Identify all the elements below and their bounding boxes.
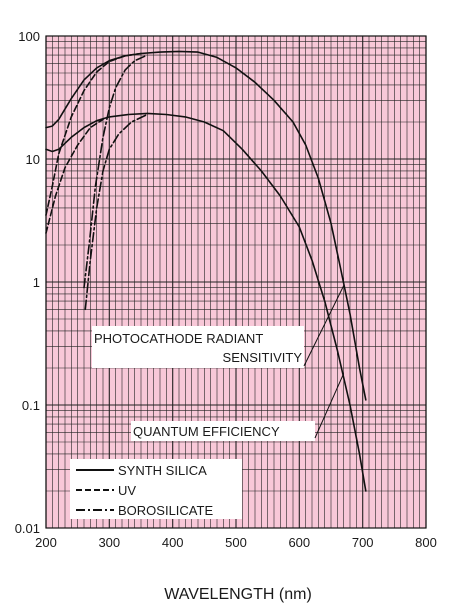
legend-label-uv: UV	[118, 483, 136, 498]
x-tick-label: 300	[98, 535, 120, 550]
series-photocathode_radiant_sensitivity-solid	[45, 50, 367, 401]
y-tick-label: 10	[26, 152, 40, 167]
annotation-radiant-line2: SENSITIVITY	[223, 350, 303, 365]
y-tick-label: 0.01	[15, 521, 40, 536]
x-tick-label: 800	[415, 535, 437, 550]
y-tick-label: 100	[18, 29, 40, 44]
series-photocathode_radiant_sensitivity-dashdot	[83, 54, 149, 289]
y-tick-label: 1	[33, 275, 40, 290]
legend-label-synth-silica: SYNTH SILICA	[118, 463, 207, 478]
annotation-quantum-text: QUANTUM EFFICIENCY	[133, 424, 280, 439]
plot-frame	[45, 35, 427, 529]
series-photocathode_radiant_sensitivity-dashed	[45, 52, 142, 216]
series-quantum_efficiency-dashdot	[84, 113, 149, 311]
annotation-radiant-bg	[92, 326, 304, 368]
x-tick-label: 400	[162, 535, 184, 550]
legend: SYNTH SILICA UV BOROSILICATE	[70, 459, 242, 519]
x-axis-title: WAVELENGTH (nm)	[164, 586, 312, 603]
annotation-quantum-leader	[314, 374, 344, 439]
annotation-radiant-line1: PHOTOCATHODE RADIANT	[94, 331, 263, 346]
y-tick-label: 0.1	[22, 398, 40, 413]
annotation-radiant-leader	[303, 284, 345, 367]
series-quantum_efficiency-dashed	[45, 118, 104, 234]
tick-labels: 200 300 400 500 600 700 800 100 10 1 0.1 0.01	[15, 29, 437, 550]
grid	[45, 36, 427, 529]
legend-label-borosilicate: BOROSILICATE	[118, 503, 213, 518]
x-tick-label: 600	[288, 535, 310, 550]
x-tick-label: 700	[352, 535, 374, 550]
series-quantum_efficiency-solid	[45, 112, 367, 492]
series-lines	[45, 50, 367, 492]
x-tick-label: 500	[225, 535, 247, 550]
x-tick-label: 200	[35, 535, 57, 550]
annotation-quantum-bg	[131, 421, 315, 441]
annotations: PHOTOCATHODE RADIANT SENSITIVITY QUANTUM…	[92, 284, 345, 441]
